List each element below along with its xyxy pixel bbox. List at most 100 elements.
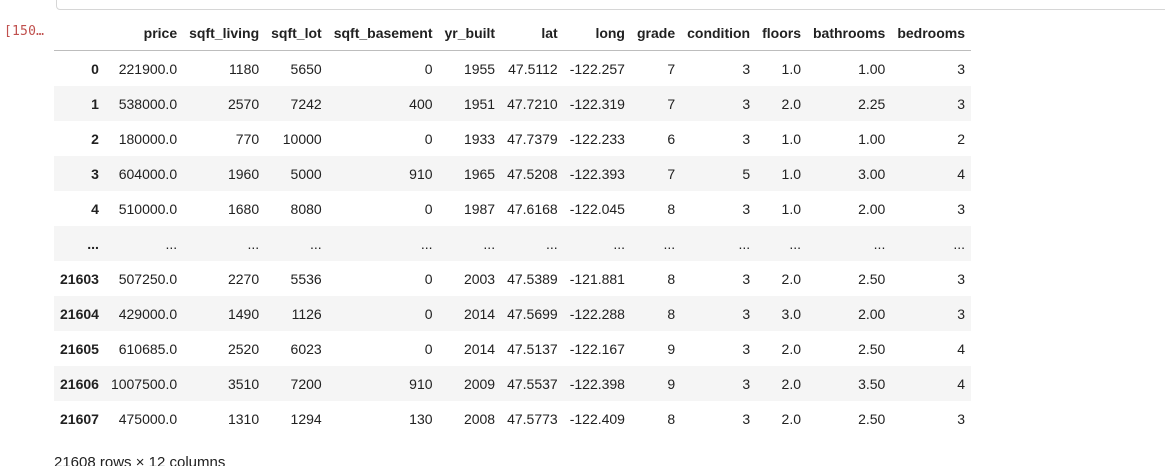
table-row: 21604 429000.0 1490 1126 0 2014 47.5699 -122.28… [54, 296, 972, 331]
table-cell: ... [420, 235, 433, 252]
column-header-sqft-lot: sqft_lot [265, 16, 328, 51]
row-index: 21603 [60, 270, 99, 287]
table-cell: ... [953, 235, 966, 252]
row-index: 3 [91, 165, 99, 182]
table-cell: 2.00 [858, 200, 886, 217]
table-cell: 2570 [227, 95, 260, 112]
table-cell: 5650 [290, 60, 322, 77]
table-cell: 1951 [463, 95, 496, 112]
table-cell: 3 [742, 375, 751, 392]
table-cell: 5 [742, 165, 751, 182]
table-cell: -122.409 [569, 410, 625, 427]
table-cell: 2.50 [858, 340, 886, 357]
table-cell: 7 [667, 165, 676, 182]
table-cell: 47.5537 [507, 375, 558, 392]
table-cell: 7242 [290, 95, 322, 112]
table-cell: 510000.0 [118, 200, 178, 217]
table-cell: 400 [409, 95, 433, 112]
row-index: ... [87, 235, 99, 252]
table-cell: 3 [957, 200, 966, 217]
table-cell: -122.167 [569, 340, 625, 357]
row-index: 0 [91, 60, 99, 77]
table-cell: ... [613, 235, 625, 252]
table-cell: 5536 [290, 270, 322, 287]
table-row: 21607 475000.0 1310 1294 130 2008 47.5773 -122.… [54, 401, 971, 436]
table-cell: 47.5389 [507, 270, 558, 287]
table-cell: 2.0 [781, 95, 801, 112]
table-cell: ... [483, 235, 496, 252]
table-cell: 2520 [227, 340, 260, 357]
table-cell: ... [247, 235, 260, 252]
column-header-floors: floors [756, 16, 807, 51]
table-cell: 8080 [290, 200, 322, 217]
table-cell: 1294 [290, 410, 322, 427]
column-header-grade: grade [630, 16, 682, 51]
table-cell: 2270 [227, 270, 260, 287]
table-cell: 2003 [463, 270, 496, 287]
dataframe-table: price sqft_living sqft_lot sqft_basement yr_… [54, 16, 972, 437]
table-cell: 1.00 [858, 60, 886, 77]
table-cell: 429000.0 [118, 305, 178, 322]
table-cell: 180000.0 [118, 130, 178, 147]
table-cell: 2009 [463, 375, 496, 392]
column-header-condition: condition [681, 16, 757, 51]
table-cell: 3 [742, 340, 751, 357]
table-cell: 1.0 [781, 165, 801, 182]
table-cell: 1126 [291, 305, 322, 322]
table-cell: 2.0 [781, 375, 801, 392]
table-cell: 4 [957, 375, 966, 392]
table-cell: 9 [667, 340, 676, 357]
table-cell: -122.398 [569, 375, 625, 392]
column-header-lat: lat [501, 16, 564, 51]
column-header-bedrooms: bedrooms [891, 16, 972, 51]
table-cell: ... [663, 235, 676, 252]
table-cell: 3 [742, 305, 751, 322]
table-cell: 47.6168 [507, 200, 558, 217]
table-cell: 0 [424, 340, 433, 357]
table-cell: 1.0 [781, 130, 801, 147]
table-cell: 4 [957, 165, 966, 182]
table-cell: 8 [667, 270, 676, 287]
table-cell: 130 [409, 410, 433, 427]
table-cell: 47.5773 [507, 410, 558, 427]
table-cell: 1.0 [781, 200, 801, 217]
table-cell: 2.00 [858, 305, 886, 322]
table-cell: 3 [742, 270, 751, 287]
table-cell: 47.5699 [507, 305, 558, 322]
table-cell: ... [873, 235, 886, 252]
table-cell: 3 [742, 130, 751, 147]
row-index: 21606 [60, 375, 99, 392]
table-body: 0 221900.0 1180 5650 0 1955 47.5112 -122.257 7 3 1… [54, 51, 972, 437]
table-cell: 47.5208 [507, 165, 558, 182]
table-cell: 3 [742, 200, 751, 217]
table-cell: 5000 [290, 165, 322, 182]
index-header [54, 16, 105, 51]
column-header-yr-built: yr_built [438, 16, 502, 51]
table-cell: 1007500.0 [110, 375, 178, 392]
table-row: 21605 610685.0 2520 6023 0 2014 47.5137 -122.16… [54, 331, 971, 366]
table-cell: 3.0 [781, 305, 801, 322]
table-row: 4 510000.0 1680 8080 0 1987 47.6168 -122.045 8 3 1… [54, 191, 971, 226]
dataframe-shape-summary: 21608 rows × 12 columns [54, 454, 226, 466]
table-row: 3 604000.0 1960 5000 910 1965 47.5208 -122.393 7… [54, 156, 972, 191]
table-cell: 2 [957, 130, 966, 147]
table-cell: 1965 [463, 165, 496, 182]
row-index: 21604 [60, 305, 99, 322]
row-index: 21605 [60, 340, 99, 357]
row-index: 4 [91, 200, 99, 217]
column-header-long: long [563, 16, 631, 51]
dataframe-output: price sqft_living sqft_lot sqft_basement yr_… [54, 16, 972, 437]
table-cell: 0 [424, 200, 433, 217]
table-cell: -122.257 [569, 60, 625, 77]
table-cell: 1310 [227, 410, 260, 427]
table-cell: -122.045 [569, 200, 625, 217]
column-header-sqft-basement: sqft_basement [327, 16, 439, 51]
row-index: 2 [91, 130, 99, 147]
table-cell: 2.0 [781, 340, 801, 357]
table-cell: -121.881 [569, 270, 625, 287]
table-cell: 2.25 [858, 95, 886, 112]
table-cell: 475000.0 [118, 410, 178, 427]
table-cell: 3 [957, 410, 966, 427]
table-cell: 8 [667, 305, 676, 322]
table-cell: 9 [667, 375, 676, 392]
